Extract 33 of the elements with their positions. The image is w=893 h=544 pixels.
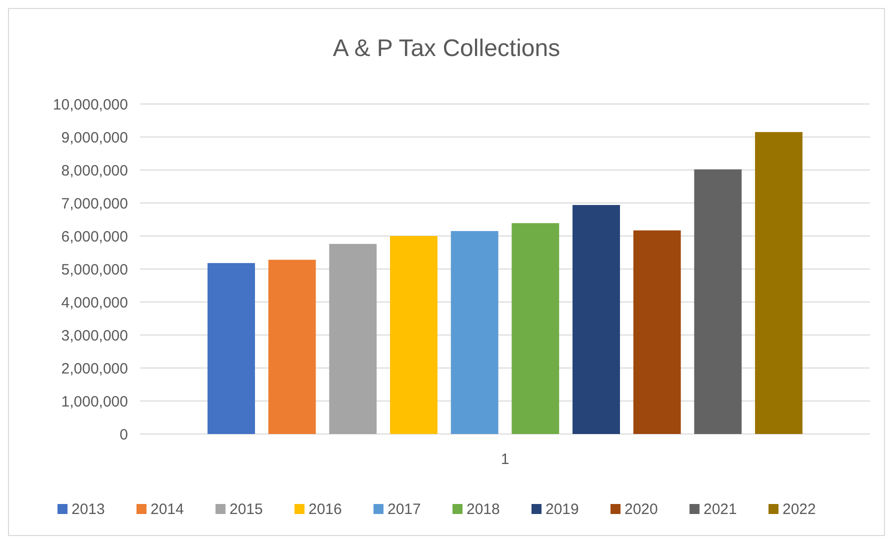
legend-label: 2021 — [704, 501, 737, 518]
y-tick-label: 5,000,000 — [61, 261, 128, 278]
bar — [572, 204, 620, 434]
legend-label: 2017 — [388, 501, 421, 518]
bar — [268, 260, 316, 434]
y-tick-label: 8,000,000 — [61, 162, 128, 180]
y-tick-label: 0 — [120, 426, 128, 444]
y-tick-label: 10,000,000 — [52, 96, 128, 114]
legend-label: 2019 — [546, 501, 579, 518]
bar — [390, 236, 438, 434]
y-tick-label: 9,000,000 — [61, 129, 128, 146]
bar — [694, 169, 742, 434]
bar — [329, 244, 377, 434]
y-tick-label: 7,000,000 — [61, 195, 128, 212]
legend-label: 2022 — [782, 501, 816, 518]
legend-label: 2020 — [624, 501, 658, 518]
legend-label: 2013 — [72, 501, 105, 518]
legend-label: 2018 — [466, 501, 500, 518]
bar — [755, 132, 802, 434]
y-tick-label: 1,000,000 — [61, 393, 128, 410]
x-tick-label: 1 — [500, 451, 510, 468]
bar — [450, 231, 498, 434]
y-tick-label: 4,000,000 — [61, 294, 128, 312]
bar — [208, 263, 255, 434]
y-tick-label: 3,000,000 — [61, 327, 128, 344]
bar — [512, 223, 560, 434]
y-tick-label: 2,000,000 — [61, 360, 128, 378]
legend-label: 2014 — [150, 501, 184, 518]
legend-label: 2016 — [308, 501, 342, 518]
chart-title: A & P Tax Collections — [332, 35, 560, 62]
legend-label: 2015 — [230, 501, 263, 518]
bar — [633, 230, 681, 434]
y-tick-label: 6,000,000 — [61, 228, 128, 246]
